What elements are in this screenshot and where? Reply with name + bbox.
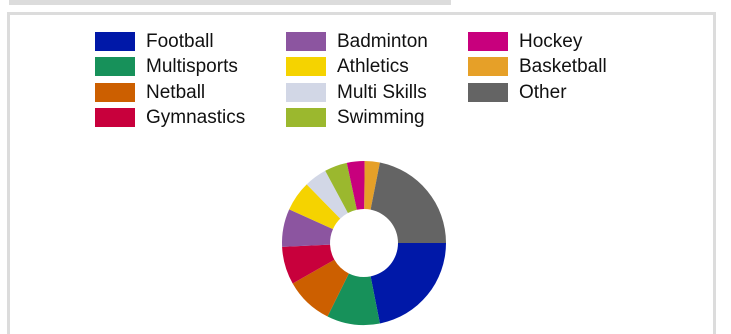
legend-label: Swimming — [337, 107, 425, 129]
legend-label: Basketball — [519, 56, 607, 78]
legend-label: Badminton — [337, 31, 428, 53]
legend-swatch — [95, 108, 135, 128]
donut-slice-swimming — [325, 162, 357, 214]
legend-item: Athletics — [286, 54, 468, 79]
legend-swatch — [286, 82, 326, 102]
donut-slice-gymnastics — [282, 244, 335, 284]
legend-swatch — [468, 57, 508, 77]
legend-label: Multi Skills — [337, 81, 427, 103]
legend-swatch — [286, 32, 326, 52]
donut-slice-athletics — [289, 184, 341, 230]
legend-swatch — [286, 57, 326, 77]
legend-item: Badminton — [286, 29, 468, 54]
legend-swatch — [95, 82, 135, 102]
legend-item: Multisports — [95, 54, 286, 79]
legend-label: Football — [146, 31, 214, 53]
legend-label: Athletics — [337, 56, 409, 78]
legend-swatch — [468, 32, 508, 52]
donut-slice-multisports — [327, 273, 380, 326]
donut-slice-football — [370, 243, 446, 324]
legend-item: Football — [95, 29, 286, 54]
legend-label: Hockey — [519, 31, 583, 53]
donut-slice-basketball — [364, 161, 380, 210]
legend-item: Netball — [95, 80, 286, 105]
donut-slice-badminton — [281, 209, 333, 247]
legend-swatch — [95, 32, 135, 52]
legend-item: Hockey — [468, 29, 638, 54]
legend-item: Basketball — [468, 54, 638, 79]
donut-slice-multi-skills — [306, 170, 348, 219]
top-divider — [9, 0, 451, 5]
legend-label: Netball — [146, 81, 206, 103]
legend-label: Other — [519, 81, 567, 103]
legend-label: Multisports — [146, 56, 238, 78]
legend-swatch — [95, 57, 135, 77]
donut-slice-netball — [292, 259, 349, 317]
chart-legend: Football Badminton Hockey Multisports Athlet… — [95, 29, 638, 130]
legend-swatch — [468, 82, 508, 102]
legend-item: Gymnastics — [95, 105, 286, 130]
legend-item: Swimming — [286, 105, 468, 130]
legend-swatch — [286, 108, 326, 128]
donut-slice-other — [370, 162, 446, 243]
legend-item: Multi Skills — [286, 80, 468, 105]
donut-slice-hockey — [346, 160, 365, 210]
legend-label: Gymnastics — [146, 107, 246, 129]
legend-item: Other — [468, 80, 638, 105]
